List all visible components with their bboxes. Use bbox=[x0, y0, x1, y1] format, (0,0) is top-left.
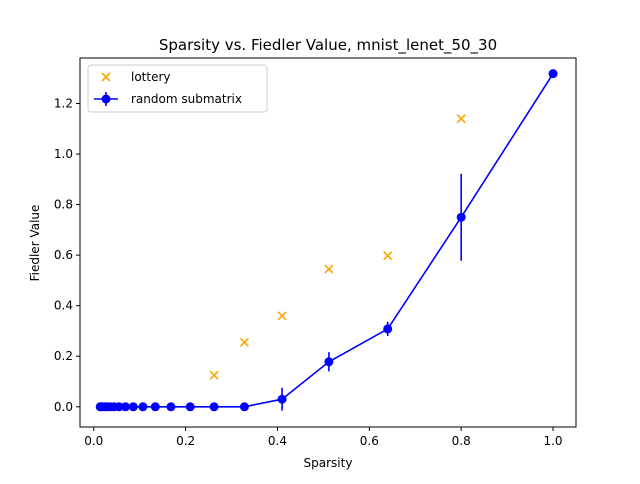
data-point-random-submatrix bbox=[185, 402, 195, 412]
x-tick-label: 0.4 bbox=[268, 434, 287, 448]
legend-box bbox=[87, 64, 268, 113]
data-point-random-submatrix bbox=[548, 69, 558, 79]
x-tick-label: 0.2 bbox=[176, 434, 195, 448]
data-point-lottery bbox=[324, 264, 334, 274]
data-point-random-submatrix bbox=[150, 402, 160, 412]
data-point-lottery bbox=[383, 251, 393, 261]
y-tick-label: 0.2 bbox=[54, 349, 73, 363]
plot-area: 0.0 0.2 0.4 0.6 0.8 1.0 0.0 0.2 0.4 0.6 0.8 1.0 1.2 l… bbox=[54, 57, 577, 448]
y-tick-label: 0.8 bbox=[54, 198, 73, 212]
data-point-random-submatrix bbox=[209, 402, 219, 412]
data-point-random-submatrix bbox=[324, 357, 334, 367]
axes-frame bbox=[79, 57, 577, 428]
data-point-random-submatrix bbox=[120, 402, 130, 412]
data-point-lottery bbox=[209, 370, 219, 380]
data-point-lottery bbox=[456, 114, 466, 124]
data-point-random-submatrix bbox=[166, 402, 176, 412]
data-point-random-submatrix bbox=[138, 402, 148, 412]
y-tick-label: 0.0 bbox=[54, 400, 73, 414]
legend-label: lottery bbox=[131, 70, 171, 84]
x-tick-label: 0.6 bbox=[360, 434, 379, 448]
data-point-lottery bbox=[277, 311, 287, 321]
data-point-lottery bbox=[239, 337, 249, 347]
x-tick-label: 0.0 bbox=[84, 434, 103, 448]
data-point-random-submatrix bbox=[114, 402, 124, 412]
data-point-random-submatrix bbox=[277, 394, 287, 404]
data-point-random-submatrix bbox=[383, 324, 393, 334]
data-point-random-submatrix bbox=[456, 212, 466, 222]
y-tick-label: 0.6 bbox=[54, 248, 73, 262]
chart-title: Sparsity vs. Fiedler Value, mnist_lenet_… bbox=[159, 36, 497, 55]
y-tick-label: 0.4 bbox=[54, 299, 73, 313]
legend-marker-lottery bbox=[101, 72, 111, 82]
y-axis-label: Fiedler Value bbox=[28, 205, 42, 282]
data-point-random-submatrix bbox=[128, 402, 138, 412]
y-tick-label: 1.2 bbox=[54, 96, 73, 110]
y-tick-label: 1.0 bbox=[54, 147, 73, 161]
x-axis-label: Sparsity bbox=[304, 456, 353, 470]
x-tick-label: 1.0 bbox=[543, 434, 562, 448]
legend-label: random submatrix bbox=[131, 92, 242, 106]
x-tick-label: 0.8 bbox=[452, 434, 471, 448]
legend-marker-random-submatrix bbox=[101, 94, 111, 104]
data-point-random-submatrix bbox=[239, 402, 249, 412]
